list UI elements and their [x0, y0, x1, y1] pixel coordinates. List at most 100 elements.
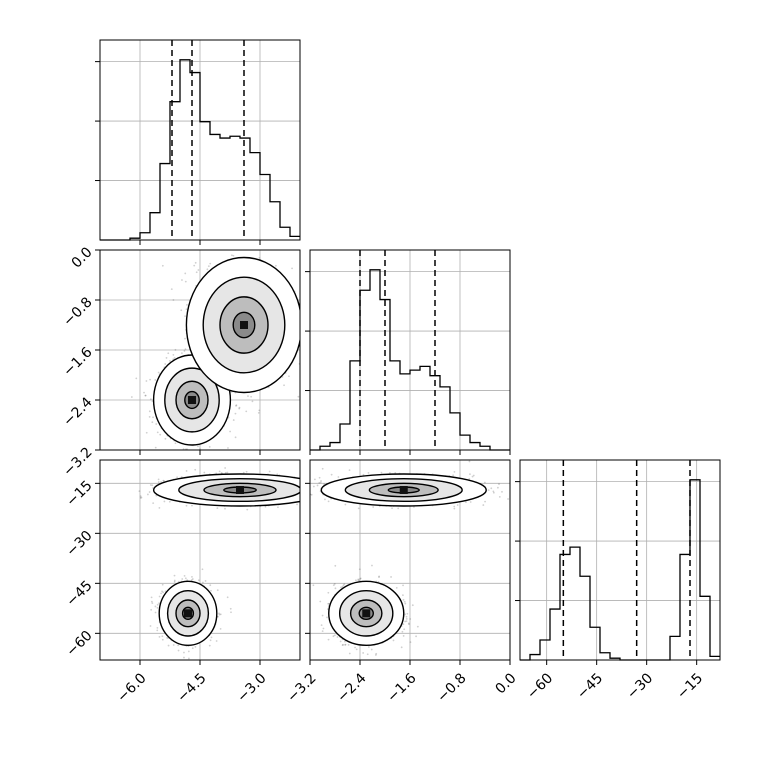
- scatter-point: [302, 485, 304, 487]
- scatter-point: [149, 378, 152, 381]
- scatter-point: [303, 480, 305, 482]
- scatter-point: [183, 350, 186, 352]
- scatter-point: [139, 496, 142, 499]
- scatter-point: [307, 494, 309, 496]
- scatter-point: [172, 299, 175, 301]
- scatter-point: [291, 267, 293, 270]
- scatter-point: [229, 607, 232, 610]
- scatter-point: [169, 452, 171, 454]
- scatter-point: [206, 268, 209, 271]
- scatter-point: [302, 503, 304, 505]
- scatter-point: [314, 489, 316, 491]
- scatter-point: [156, 431, 159, 434]
- scatter-point: [161, 264, 164, 267]
- scatter-point: [303, 495, 305, 497]
- scatter-point: [234, 412, 237, 415]
- scatter-point: [303, 485, 305, 487]
- scatter-point: [176, 476, 179, 479]
- scatter-point: [139, 495, 142, 498]
- scatter-point: [165, 357, 168, 359]
- scatter-point: [311, 385, 313, 387]
- density-peak: [188, 396, 196, 404]
- histogram-step: [100, 59, 300, 241]
- scatter-point: [232, 419, 235, 421]
- scatter-point: [149, 484, 152, 486]
- scatter-point: [186, 304, 188, 306]
- scatter-point: [300, 480, 302, 482]
- scatter-point: [216, 589, 219, 592]
- scatter-point: [238, 406, 241, 409]
- scatter-point: [297, 395, 300, 398]
- scatter-point: [163, 500, 166, 503]
- scatter-point: [143, 391, 145, 394]
- scatter-point: [184, 348, 187, 351]
- scatter-point: [305, 341, 307, 343]
- scatter-point: [207, 265, 210, 268]
- scatter-point: [156, 606, 159, 609]
- scatter-point: [303, 497, 305, 499]
- scatter-point: [264, 505, 267, 508]
- scatter-point: [300, 296, 302, 298]
- scatter-point: [321, 499, 323, 501]
- scatter-point: [300, 481, 302, 483]
- scatter-point: [184, 315, 186, 318]
- scatter-point: [311, 496, 313, 498]
- scatter-point: [162, 479, 165, 482]
- scatter-point: [326, 480, 328, 482]
- histogram-grid: [309, 250, 511, 450]
- scatter-point: [181, 279, 183, 281]
- scatter-point: [307, 486, 309, 488]
- scatter-point: [151, 602, 154, 604]
- scatter-point: [177, 649, 180, 652]
- scatter-point: [230, 254, 233, 257]
- scatter-point: [161, 590, 163, 593]
- scatter-point: [315, 497, 317, 499]
- scatter-point: [305, 489, 307, 491]
- scatter-point: [193, 264, 196, 267]
- scatter-point: [303, 498, 305, 500]
- scatter-point: [320, 495, 322, 497]
- scatter-point: [152, 416, 154, 419]
- scatter-point: [182, 475, 184, 477]
- scatter-point: [220, 472, 223, 474]
- scatter-point: [164, 363, 167, 365]
- scatter-point: [321, 496, 323, 498]
- scatter-point: [252, 223, 254, 225]
- scatter-point: [301, 358, 303, 360]
- scatter-point: [144, 394, 147, 397]
- scatter-point: [238, 407, 241, 410]
- scatter-point: [152, 502, 155, 505]
- scatter-point: [303, 304, 305, 306]
- scatter-point: [281, 247, 283, 249]
- scatter-point: [145, 380, 148, 382]
- scatter-point: [173, 357, 176, 359]
- scatter-point: [186, 579, 189, 582]
- scatter-point: [274, 264, 277, 267]
- scatter-point: [296, 503, 298, 506]
- scatter-point: [168, 500, 171, 503]
- scatter-point: [216, 507, 219, 510]
- scatter-point: [250, 395, 253, 398]
- scatter-point: [138, 490, 141, 493]
- scatter-point: [183, 574, 186, 577]
- scatter-point: [195, 271, 198, 274]
- scatter-point: [257, 411, 260, 414]
- scatter-point: [301, 485, 303, 487]
- scatter-point: [167, 352, 170, 355]
- scatter-point: [164, 437, 167, 440]
- scatter-point: [245, 410, 248, 413]
- scatter-point: [303, 477, 305, 479]
- scatter-point: [203, 471, 206, 474]
- scatter-point: [315, 500, 317, 502]
- scatter-point: [303, 493, 305, 495]
- scatter-point: [145, 431, 148, 434]
- scatter-point: [156, 603, 159, 606]
- scatter-point: [312, 491, 314, 493]
- scatter-point: [302, 300, 304, 302]
- scatter-point: [209, 262, 212, 265]
- scatter-point: [155, 423, 158, 425]
- scatter-point: [191, 647, 194, 650]
- scatter-point: [157, 478, 160, 481]
- histogram-step: [310, 269, 510, 451]
- scatter-point: [251, 400, 254, 403]
